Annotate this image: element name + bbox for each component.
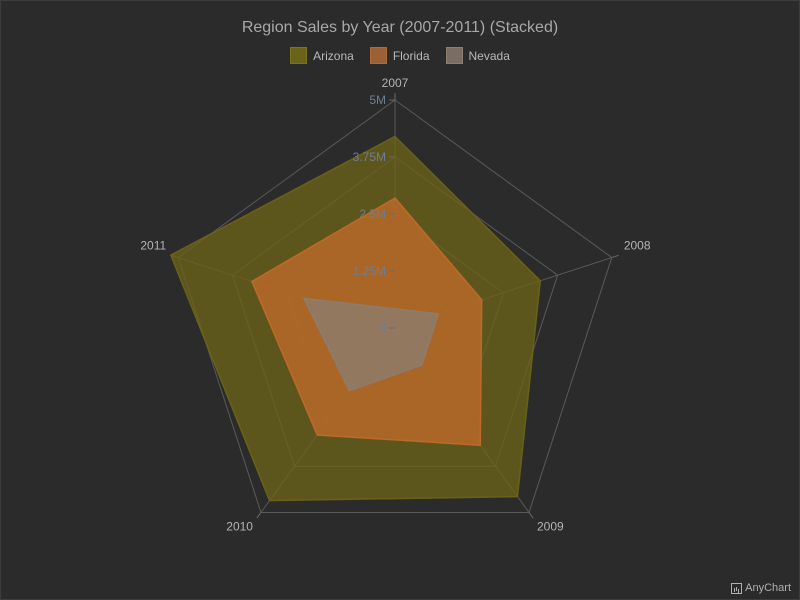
legend-label-nevada: Nevada — [468, 48, 510, 63]
legend-swatch-nevada — [445, 47, 463, 64]
category-label-2010: 2010 — [226, 519, 253, 533]
category-label-2009: 2009 — [537, 519, 564, 533]
ytick-label-5M: 5M — [369, 93, 386, 107]
area-nevada — [302, 297, 440, 392]
legend-item-nevada[interactable]: Nevada — [445, 47, 510, 64]
legend-swatch-florida — [369, 47, 387, 64]
legend-item-arizona[interactable]: Arizona — [290, 47, 354, 64]
ytick-label-3.75M: 3.75M — [353, 150, 386, 164]
ytick-label-1.25M: 1.25M — [353, 264, 386, 278]
ytick-label-0: 0 — [379, 321, 386, 335]
legend-label-florida: Florida — [392, 48, 430, 63]
category-label-2008: 2008 — [624, 239, 651, 253]
chart-icon — [731, 582, 743, 594]
legend-label-arizona: Arizona — [313, 48, 354, 63]
legend: Arizona Florida Nevada — [0, 47, 800, 64]
ytick-label-2.5M: 2.5M — [359, 207, 386, 221]
legend-item-florida[interactable]: Florida — [369, 47, 430, 64]
legend-swatch-arizona — [290, 47, 308, 64]
category-label-2011: 2011 — [140, 239, 166, 253]
radar-tick-labels: 0 1.25M 2.5M 3.75M 5M — [353, 93, 395, 335]
credit-label: AnyChart — [745, 582, 791, 594]
chart-title: Region Sales by Year (2007-2011) (Stacke… — [241, 19, 559, 36]
category-label-2007: 2007 — [382, 76, 409, 90]
spoke-tick-2009 — [528, 512, 534, 519]
radar-areas — [169, 135, 542, 502]
spoke-tick-2008 — [611, 254, 619, 259]
anychart-credit[interactable]: AnyChart — [731, 582, 791, 594]
spoke-tick-2010 — [256, 512, 262, 519]
radar-axis-labels: 2007 2008 2009 2010 2011 — [140, 76, 651, 533]
